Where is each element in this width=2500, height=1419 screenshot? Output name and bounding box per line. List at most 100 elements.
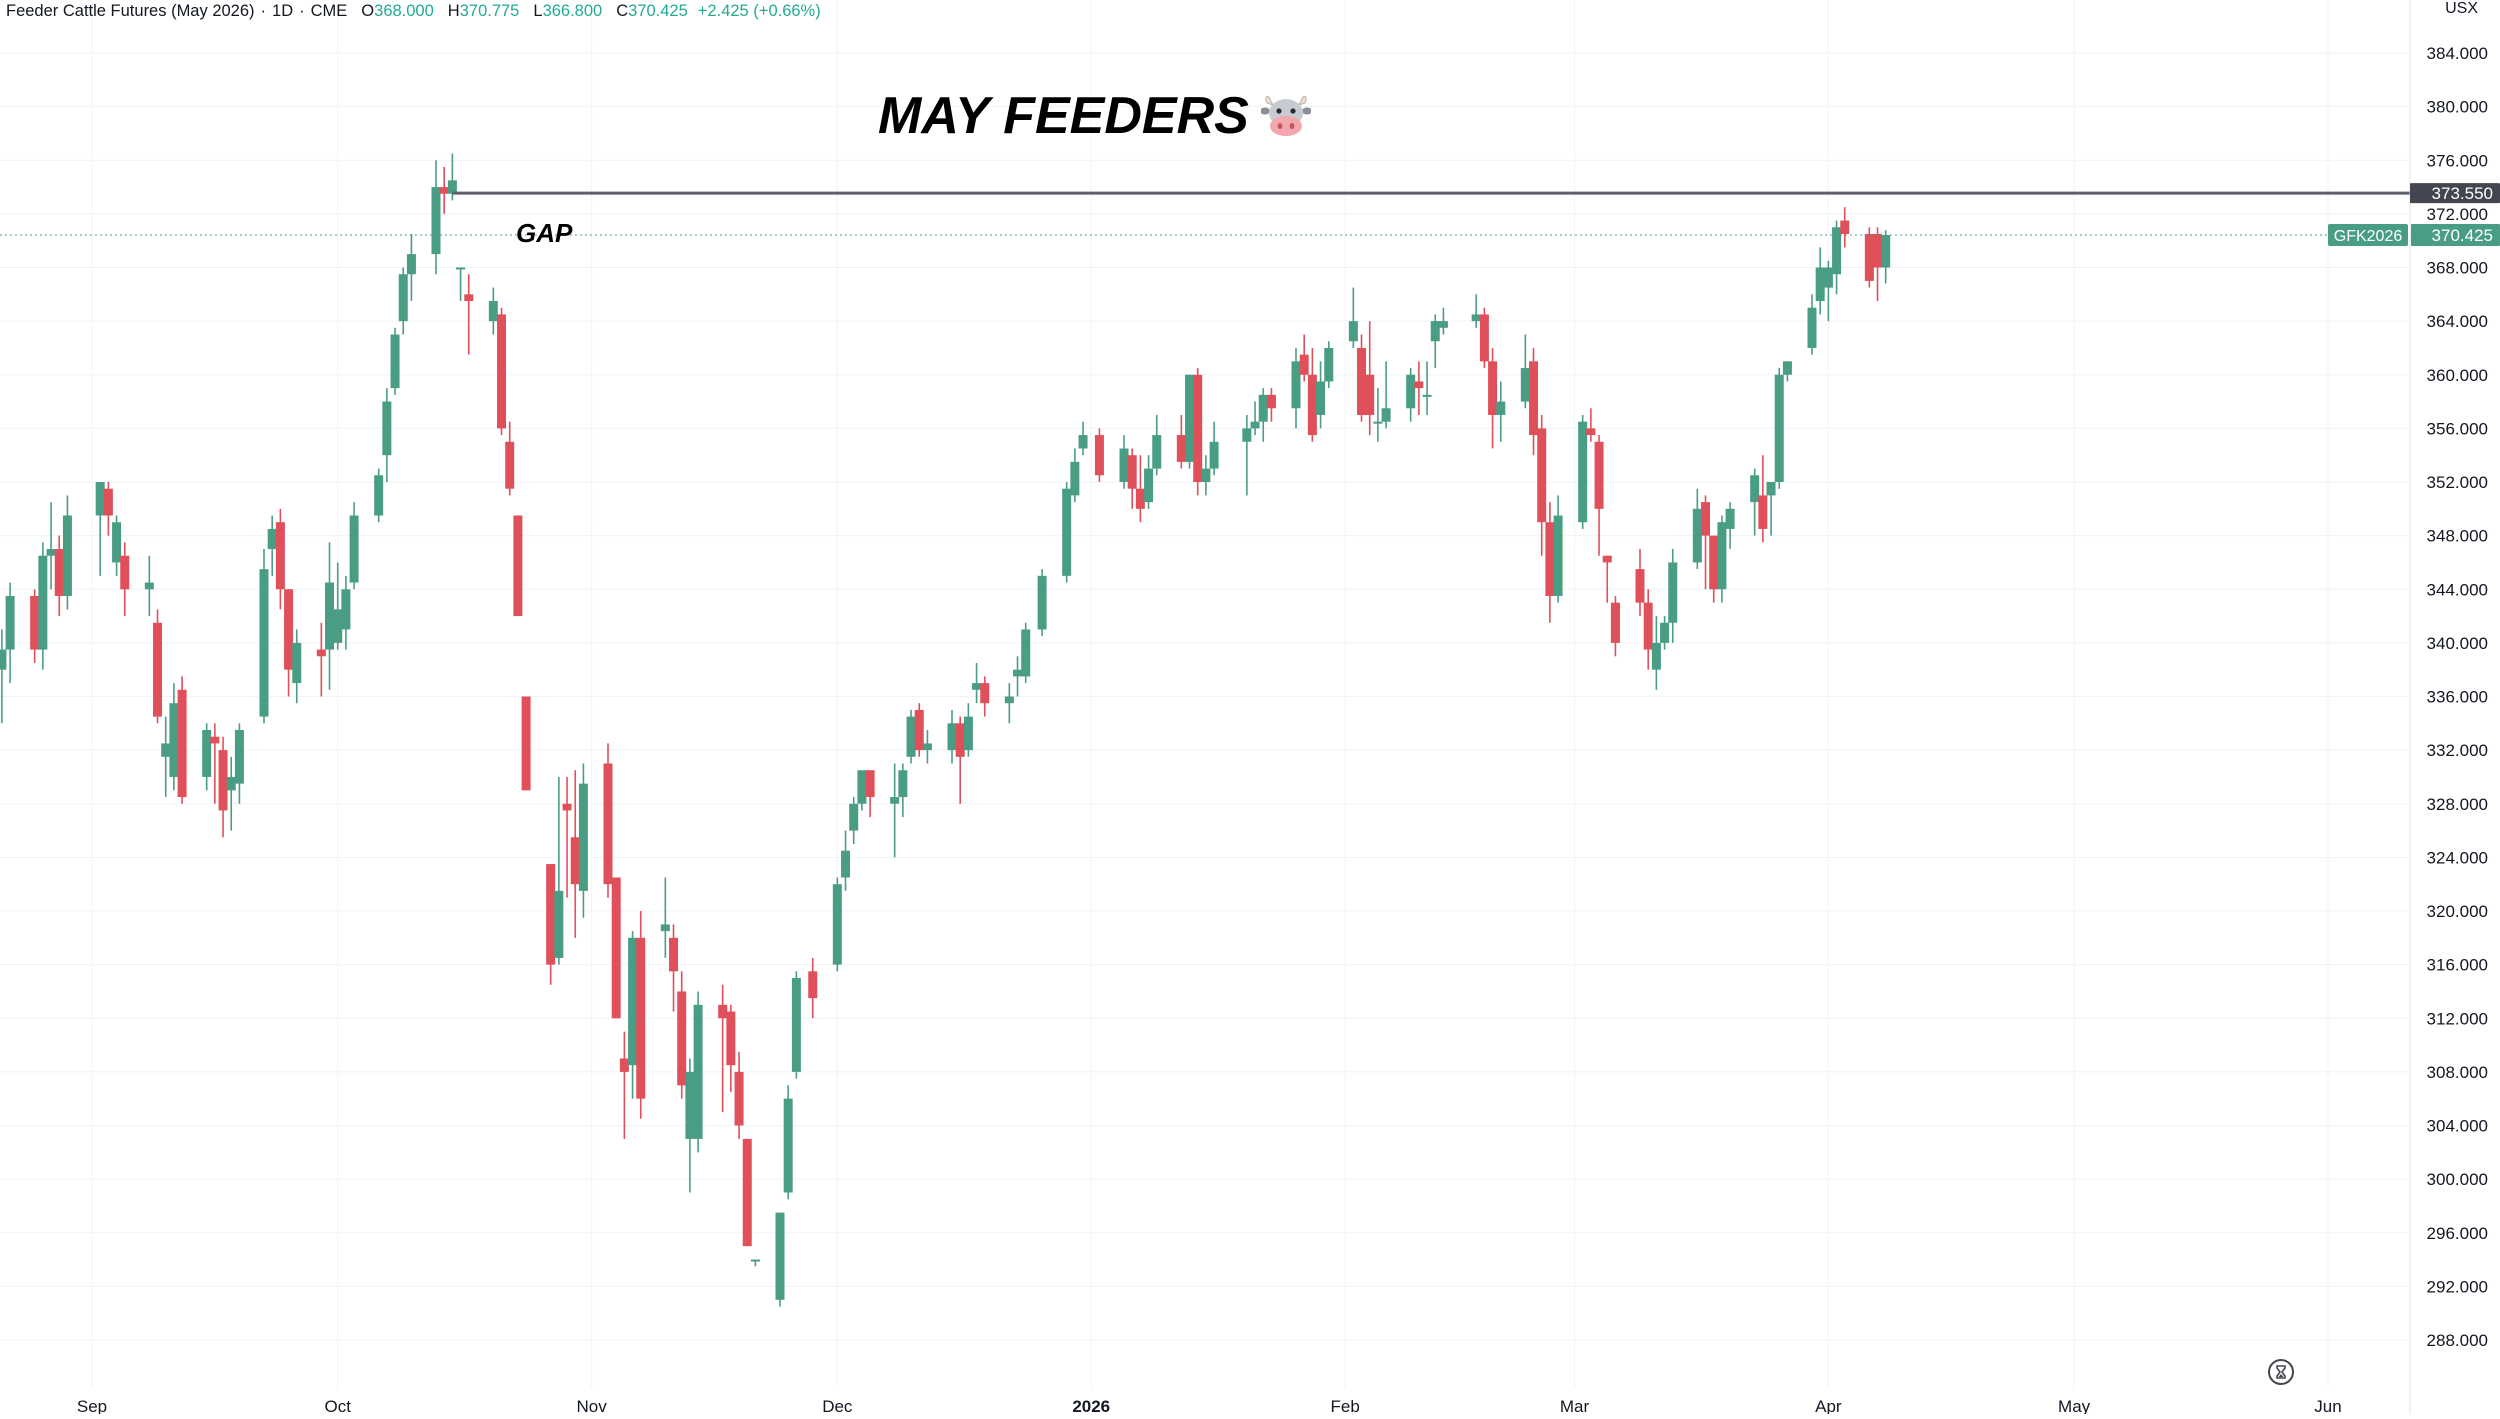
candle[interactable]	[1406, 368, 1416, 422]
candle[interactable]	[259, 549, 269, 724]
candle[interactable]	[333, 562, 343, 650]
candle[interactable]	[1242, 414, 1252, 496]
candle[interactable]	[1692, 488, 1702, 570]
candle[interactable]	[1357, 334, 1367, 422]
candle[interactable]	[464, 274, 474, 355]
candle[interactable]	[734, 1051, 744, 1139]
reset-chart-button[interactable]	[2268, 1359, 2294, 1385]
candle[interactable]	[636, 911, 646, 1119]
candle[interactable]	[1774, 368, 1784, 489]
candle[interactable]	[1701, 495, 1711, 590]
candle[interactable]	[890, 763, 900, 858]
candle[interactable]	[1266, 388, 1276, 422]
candle[interactable]	[1782, 361, 1792, 382]
candle[interactable]	[1119, 435, 1129, 489]
candle[interactable]	[112, 515, 122, 576]
candle[interactable]	[1144, 455, 1154, 509]
candle[interactable]	[1815, 247, 1825, 315]
candle[interactable]	[439, 166, 449, 214]
candle[interactable]	[1078, 421, 1088, 456]
candle[interactable]	[1258, 388, 1268, 442]
candle[interactable]	[628, 931, 638, 1099]
candle[interactable]	[161, 716, 171, 798]
candle[interactable]	[1070, 448, 1080, 503]
candle[interactable]	[554, 776, 564, 965]
candle[interactable]	[341, 575, 351, 650]
candle[interactable]	[1152, 414, 1162, 476]
candle[interactable]	[46, 502, 56, 590]
candle[interactable]	[660, 877, 670, 958]
candle[interactable]	[38, 542, 48, 670]
candle[interactable]	[1381, 361, 1391, 429]
candle[interactable]	[669, 924, 679, 1012]
candle[interactable]	[1488, 347, 1498, 449]
candle[interactable]	[1013, 656, 1023, 697]
candle[interactable]	[1422, 361, 1432, 415]
candle[interactable]	[488, 287, 498, 335]
candle[interactable]	[1004, 683, 1014, 724]
candle[interactable]	[1602, 555, 1612, 603]
candle[interactable]	[325, 542, 335, 690]
candle[interactable]	[456, 267, 466, 302]
candle[interactable]	[0, 629, 7, 724]
candle[interactable]	[1823, 260, 1833, 322]
candle[interactable]	[742, 1138, 752, 1247]
currency-label[interactable]: USX	[2445, 0, 2478, 17]
candle[interactable]	[1635, 549, 1645, 617]
candle[interactable]	[1176, 414, 1186, 469]
candle[interactable]	[431, 160, 441, 275]
candle[interactable]	[95, 482, 105, 576]
candle[interactable]	[120, 542, 130, 617]
candle[interactable]	[234, 723, 244, 804]
symbol-legend[interactable]: Feeder Cattle Futures (May 2026) · 1D · …	[6, 0, 821, 22]
candle[interactable]	[1373, 388, 1383, 442]
candle[interactable]	[513, 515, 523, 617]
candle[interactable]	[349, 502, 359, 590]
candle[interactable]	[1717, 515, 1727, 603]
candle[interactable]	[1766, 482, 1776, 536]
candle[interactable]	[906, 709, 916, 764]
candle[interactable]	[1840, 207, 1850, 248]
candle[interactable]	[1201, 455, 1211, 496]
candle[interactable]	[685, 1058, 695, 1193]
candle[interactable]	[1758, 455, 1768, 543]
candle[interactable]	[1709, 535, 1719, 603]
candle[interactable]	[1471, 294, 1481, 328]
candle[interactable]	[849, 797, 859, 844]
candle[interactable]	[963, 703, 973, 757]
candle[interactable]	[677, 971, 687, 1099]
candle[interactable]	[1586, 408, 1596, 442]
candle[interactable]	[1651, 616, 1661, 690]
candle[interactable]	[1291, 347, 1301, 429]
candle[interactable]	[578, 763, 588, 918]
candle[interactable]	[1537, 414, 1547, 556]
candle[interactable]	[5, 582, 15, 684]
candle[interactable]	[1545, 502, 1555, 623]
candle[interactable]	[1307, 347, 1317, 442]
candle[interactable]	[972, 662, 982, 704]
candle[interactable]	[398, 267, 408, 335]
candle[interactable]	[1299, 334, 1309, 382]
candle[interactable]	[54, 535, 64, 617]
candle[interactable]	[1594, 435, 1604, 556]
candle[interactable]	[947, 709, 957, 764]
candle[interactable]	[1348, 287, 1358, 348]
candle[interactable]	[406, 233, 416, 302]
candle[interactable]	[153, 609, 163, 724]
candle[interactable]	[1668, 549, 1678, 643]
candle[interactable]	[210, 723, 220, 804]
candle[interactable]	[1881, 230, 1891, 284]
candle[interactable]	[505, 421, 515, 496]
candle[interactable]	[1725, 502, 1735, 550]
candle[interactable]	[955, 716, 965, 804]
candle[interactable]	[382, 388, 392, 482]
candle[interactable]	[1185, 374, 1195, 469]
candle[interactable]	[177, 676, 187, 804]
candle[interactable]	[603, 743, 613, 898]
candle[interactable]	[1135, 455, 1145, 523]
candle[interactable]	[1750, 468, 1760, 536]
candle[interactable]	[718, 984, 728, 1113]
candle[interactable]	[62, 495, 72, 610]
